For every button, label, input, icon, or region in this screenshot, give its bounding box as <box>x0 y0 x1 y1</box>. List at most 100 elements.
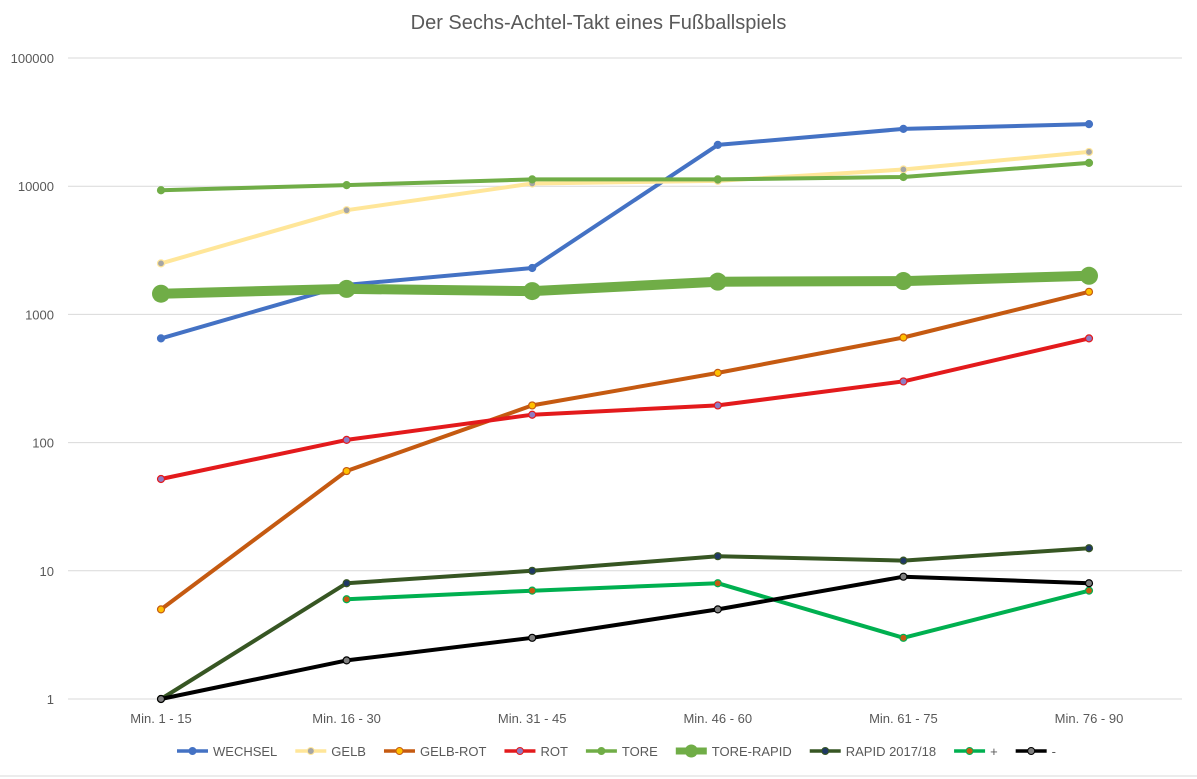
data-point <box>337 279 356 298</box>
data-point <box>156 334 166 343</box>
data-point <box>528 586 537 595</box>
series-4 <box>156 158 1094 195</box>
legend-marker <box>684 744 698 758</box>
legend-label: TORE <box>622 744 658 759</box>
legend-marker <box>306 747 315 755</box>
x-tick-label: Min. 61 - 75 <box>869 711 938 726</box>
legend-marker <box>515 747 524 755</box>
data-point <box>899 377 908 386</box>
data-point <box>342 595 351 604</box>
data-point <box>899 633 908 642</box>
y-tick-label: 10 <box>40 564 54 579</box>
data-point <box>899 124 908 133</box>
series-2 <box>156 287 1094 614</box>
legend-marker <box>965 747 974 755</box>
data-point <box>528 263 537 273</box>
legend-label: - <box>1052 744 1056 759</box>
x-tick-label: Min. 31 - 45 <box>498 711 567 726</box>
series-line <box>159 122 1091 341</box>
data-point <box>528 566 537 575</box>
data-point <box>156 259 166 268</box>
data-point <box>1084 287 1094 296</box>
legend-item: + <box>954 744 998 759</box>
data-point <box>1084 579 1094 588</box>
data-point <box>523 282 542 301</box>
y-tick-label: 1000 <box>25 307 54 322</box>
series-0 <box>156 120 1094 343</box>
y-tick-label: 10000 <box>18 179 54 194</box>
series-line <box>159 336 1091 481</box>
legend-label: ROT <box>540 744 568 759</box>
legend-label: RAPID 2017/18 <box>846 744 936 759</box>
series-line <box>156 270 1094 299</box>
legend-item: WECHSEL <box>177 744 277 759</box>
data-point <box>1084 334 1094 343</box>
legend-item: TORE <box>585 744 658 759</box>
data-point <box>342 656 351 665</box>
data-point <box>156 694 166 704</box>
series-8 <box>156 572 1094 704</box>
data-point <box>713 579 722 588</box>
data-point <box>1084 147 1094 157</box>
legend-item: RAPID 2017/18 <box>809 744 936 759</box>
data-point <box>1084 544 1094 553</box>
data-point <box>342 579 351 588</box>
data-point <box>713 175 722 184</box>
x-tick-label: Min. 46 - 60 <box>683 711 752 726</box>
x-axis-ticks: Min. 1 - 15 Min. 16 - 30 Min. 31 - 45 Min. … <box>130 711 1123 726</box>
data-point <box>342 206 351 215</box>
legend-item: - <box>1015 744 1056 759</box>
data-point <box>342 466 351 476</box>
series-3 <box>156 334 1094 484</box>
data-point <box>342 435 351 444</box>
data-point <box>713 368 722 377</box>
legend-label: GELB-ROT <box>420 744 487 759</box>
data-point <box>528 410 537 419</box>
legend-marker <box>188 747 197 755</box>
data-point <box>1084 158 1094 167</box>
legend-marker <box>597 747 606 755</box>
legend-item: GELB-ROT <box>383 744 487 759</box>
data-point <box>1084 120 1094 129</box>
legend-marker <box>1027 747 1036 755</box>
series-line <box>159 289 1091 612</box>
data-point <box>708 272 727 291</box>
data-point <box>899 572 908 581</box>
chart-title: Der Sechs-Achtel-Takt eines Fußballspiel… <box>410 12 787 34</box>
data-point <box>713 552 722 561</box>
data-point <box>899 165 908 174</box>
legend-item: TORE-RAPID <box>675 744 792 759</box>
legend-marker <box>821 747 830 755</box>
legend-label: GELB <box>331 744 366 759</box>
data-point <box>894 272 913 291</box>
y-tick-label: 1 <box>47 692 54 707</box>
data-point <box>899 556 908 565</box>
series-line <box>159 546 1091 701</box>
series-5 <box>152 266 1098 303</box>
series-lines <box>152 120 1098 704</box>
data-point <box>713 140 722 149</box>
legend-marker <box>395 747 404 755</box>
legend-label: + <box>990 744 998 759</box>
data-point <box>899 172 908 182</box>
x-tick-label: Min. 1 - 15 <box>130 711 191 726</box>
grid-lines <box>68 57 1182 700</box>
data-point <box>713 401 722 410</box>
y-tick-label: 100000 <box>11 51 54 66</box>
series-line <box>159 160 1091 193</box>
series-7 <box>342 579 1094 642</box>
data-point <box>528 633 537 642</box>
data-point <box>342 180 351 190</box>
x-tick-label: Min. 16 - 30 <box>312 711 381 726</box>
legend-item: GELB <box>295 744 366 759</box>
data-point <box>713 605 722 614</box>
data-point <box>156 605 166 614</box>
legend-label: TORE-RAPID <box>712 744 792 759</box>
legend-item: ROT <box>504 744 568 759</box>
legend-label: WECHSEL <box>213 744 277 759</box>
data-point <box>1080 266 1098 285</box>
series-line <box>159 149 1091 266</box>
data-point <box>152 284 170 303</box>
